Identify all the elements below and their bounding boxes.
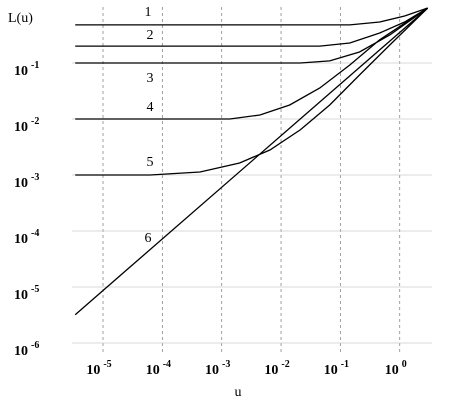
tick-base: 10 [86,363,100,378]
curve-label: 6 [145,231,152,246]
tick-base: 10 [14,176,28,191]
tick-base: 10 [264,363,278,378]
tick-label: 10 -3 [205,359,230,378]
tick-exponent: -2 [31,116,39,127]
tick-base: 10 [14,232,28,247]
tick-exponent: -1 [341,359,349,370]
tick-exponent: -5 [103,359,111,370]
tick-base: 10 [14,344,28,359]
y-axis-label: L(u) [8,11,33,26]
tick-label: 10 -5 [86,359,111,378]
curve-label: 3 [147,71,154,86]
tick-exponent: -1 [31,60,39,71]
x-axis-label: u [235,385,242,400]
tick-exponent: -6 [31,340,39,351]
tick-exponent: -2 [281,359,289,370]
tick-exponent: -3 [31,172,39,183]
curve [74,7,429,316]
tick-label: 10 -4 [14,228,39,247]
curve [75,7,429,64]
curve-label: 1 [145,5,152,20]
tick-label: 10 -2 [14,116,39,135]
curve [75,7,428,26]
tick-label: 10 -3 [14,172,39,191]
tick-base: 10 [14,120,28,135]
curve-label: 4 [147,100,154,115]
curve [75,7,429,47]
tick-base: 10 [14,288,28,303]
tick-exponent: -4 [163,359,171,370]
tick-label: 10 0 [385,359,407,378]
tick-base: 10 [146,363,160,378]
curve [75,7,429,120]
tick-exponent: 0 [402,359,407,370]
tick-label: 10 -6 [14,340,39,359]
tick-exponent: -4 [31,228,39,239]
tick-base: 10 [14,64,28,79]
tick-label: 10 -1 [14,60,39,79]
tick-base: 10 [385,363,399,378]
tick-base: 10 [205,363,219,378]
curve-label: 2 [147,28,154,43]
tick-exponent: -5 [31,284,39,295]
tick-label: 10 -5 [14,284,39,303]
curve [75,7,429,176]
tick-label: 10 -2 [264,359,289,378]
tick-exponent: -3 [222,359,230,370]
tick-label: 10 -1 [324,359,349,378]
tick-label: 10 -4 [146,359,171,378]
tick-base: 10 [324,363,338,378]
curve-label: 5 [147,155,154,170]
